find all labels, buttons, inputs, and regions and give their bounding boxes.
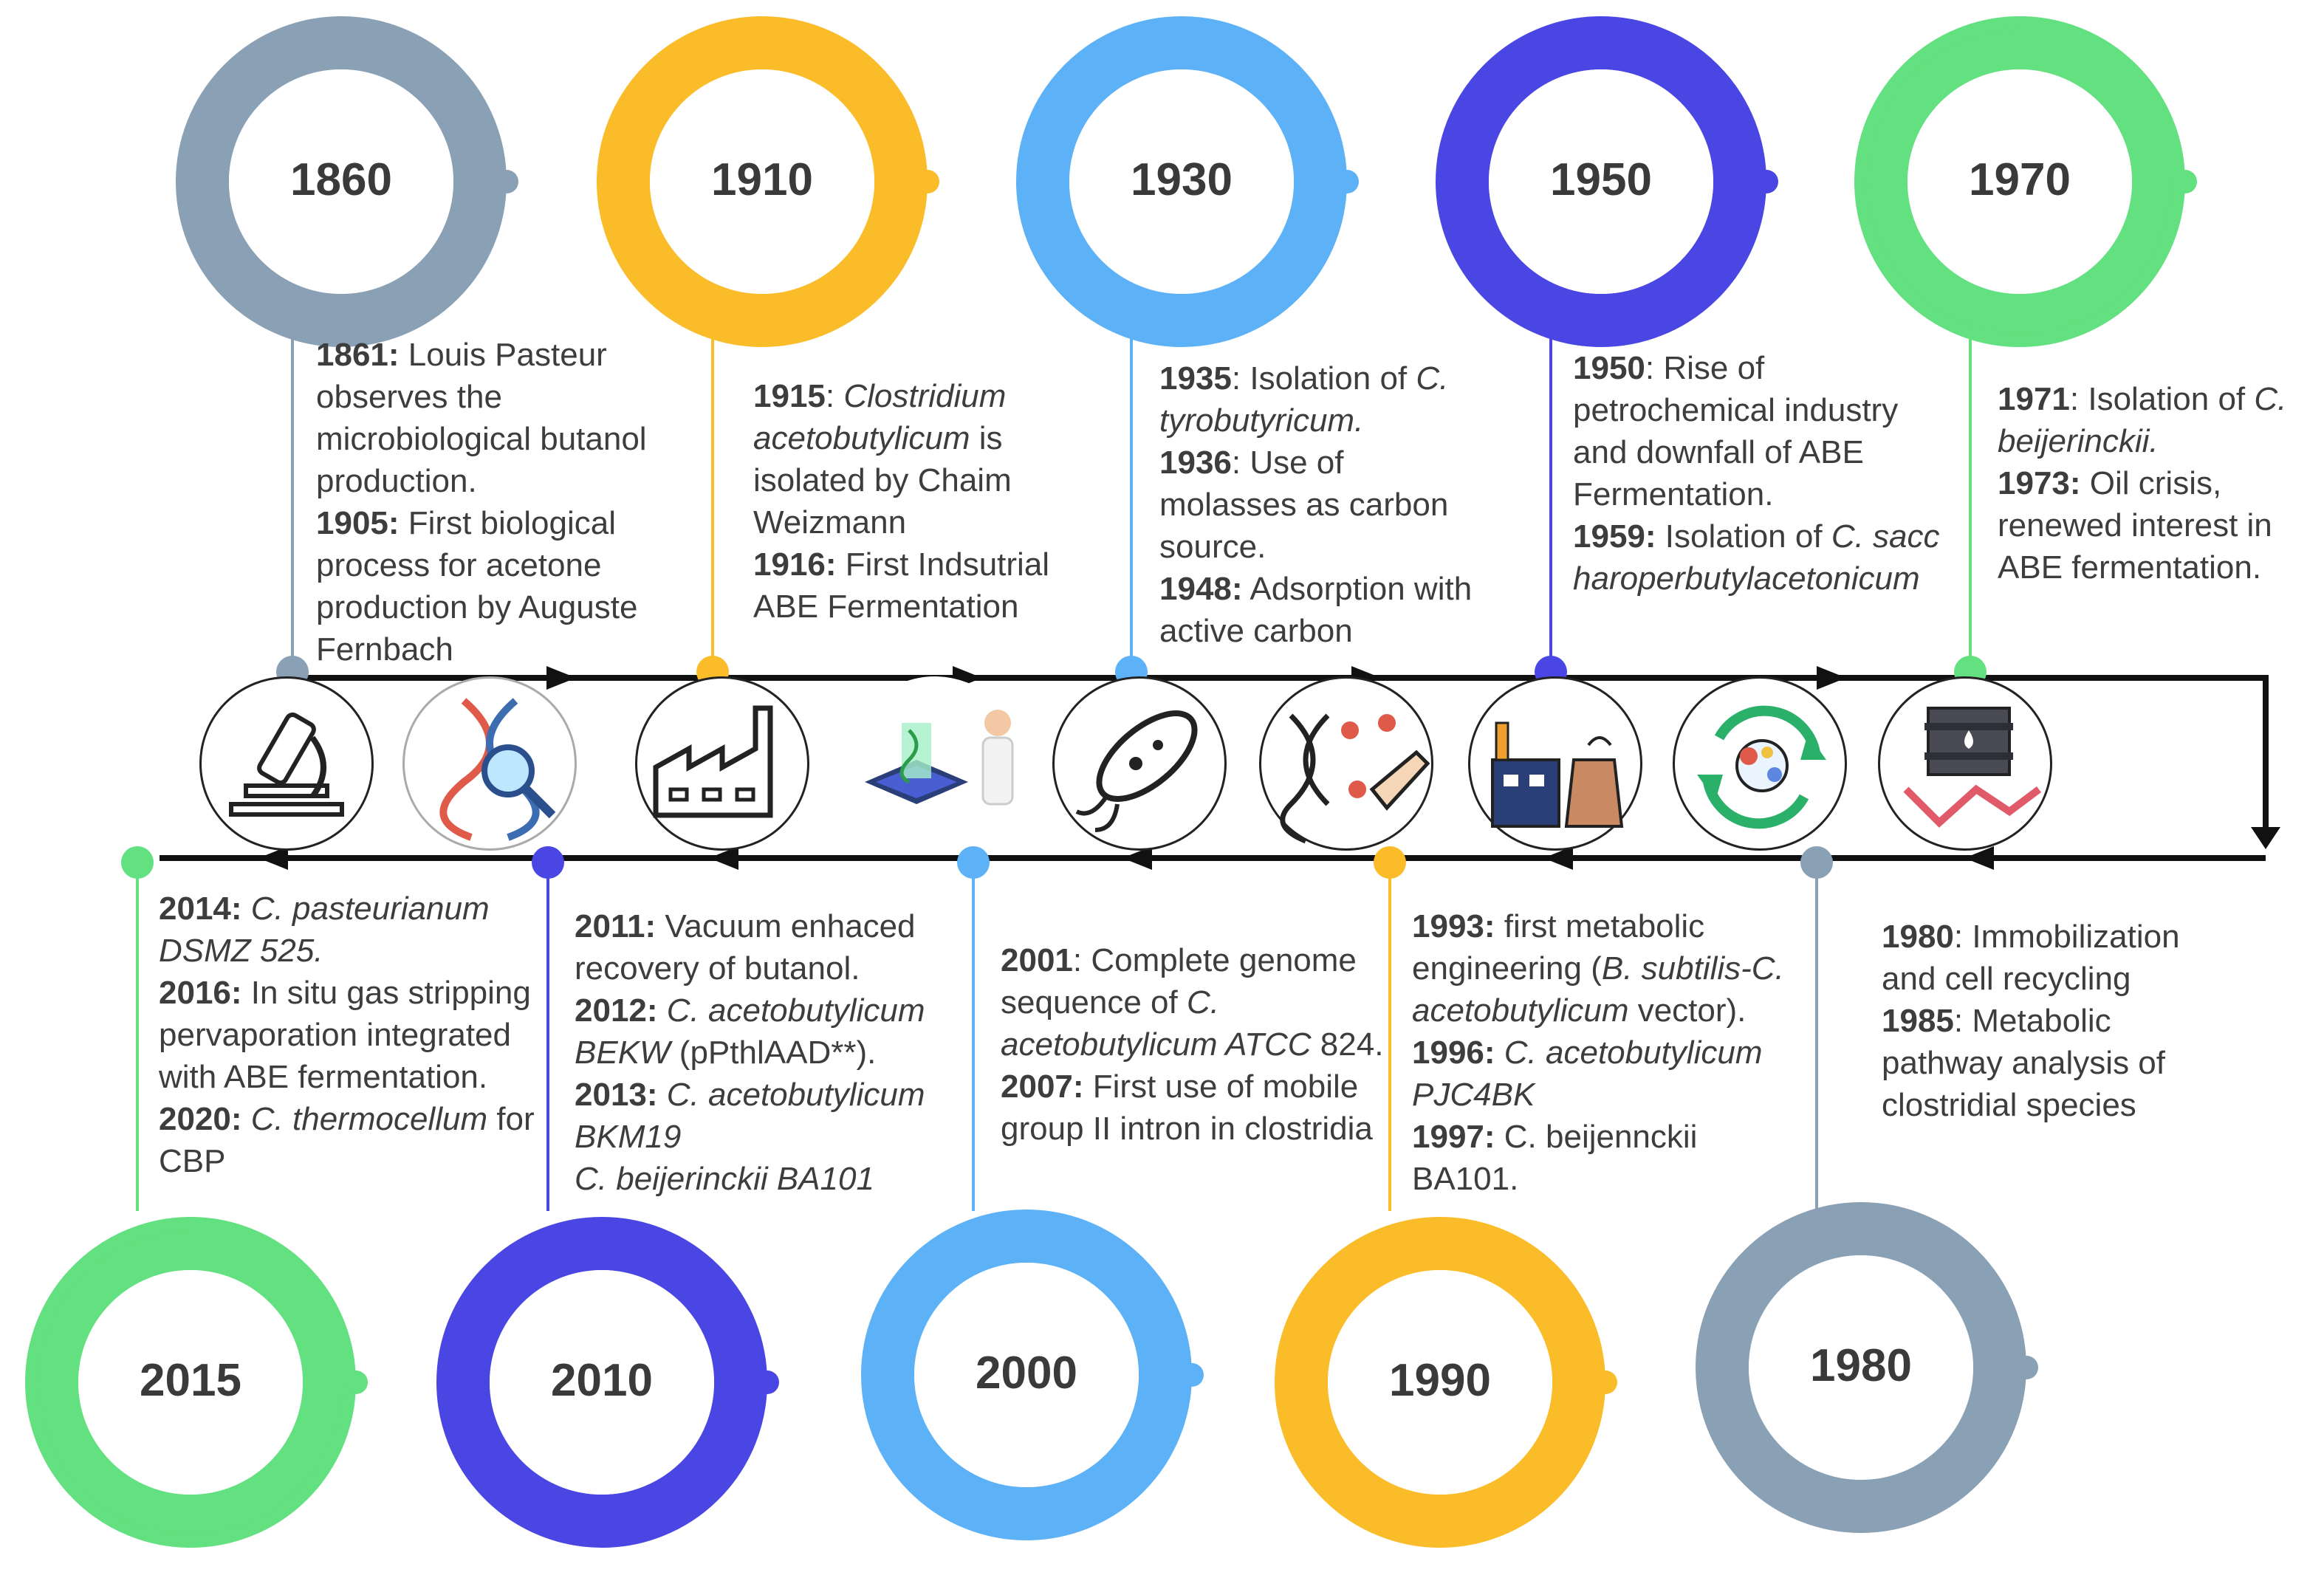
event-2011: 2011: Vacuum enhaced recovery of butanol… — [575, 908, 916, 987]
year-ring — [1436, 16, 1778, 347]
event-1959: 1959: Isolation of C. saccharoperbutylac… — [1573, 518, 1940, 597]
year-ring — [25, 1217, 368, 1548]
year-label: 1970 — [1969, 154, 2071, 205]
year-ring — [1854, 16, 2197, 347]
year-label: 1860 — [290, 154, 392, 205]
event-1935: 1935: Isolation of C. tyrobutyricum. — [1159, 360, 1449, 439]
year-node-1860: 1860 — [149, 0, 533, 374]
event-2013: 2013: C. acetobutylicum BKM19 C. beijerin… — [575, 1077, 925, 1197]
year-node-1930: 1930 — [990, 0, 1374, 374]
year-ring — [176, 16, 518, 347]
year-node-2015: 2015 — [0, 1190, 383, 1574]
refinery-icon — [1468, 676, 1642, 851]
year-label: 2010 — [551, 1355, 653, 1406]
event-2014: 2014: C. pasteurianum DSMZ 525. — [159, 891, 490, 969]
event-1980: 1980: Immobilization and cell recycling — [1882, 919, 2180, 997]
event-2001: 2001: Complete genome sequence of C. ace… — [1001, 942, 1384, 1063]
events-1930: 1935: Isolation of C. tyrobutyricum. 193… — [1159, 357, 1484, 652]
year-label: 1910 — [711, 154, 813, 205]
year-node-1980: 1980 — [1669, 1176, 2053, 1560]
year-node-1990: 1990 — [1248, 1190, 1632, 1574]
event-1985: 1985: Metabolic pathway analysis of clos… — [1882, 1003, 2165, 1123]
event-1916: 1916: First Indsutrial ABE Fermentation — [753, 546, 1050, 625]
year-label: 1990 — [1389, 1355, 1491, 1406]
events-1950: 1950: Rise of petrochemical industry and… — [1573, 347, 1942, 600]
year-node-2010: 2010 — [410, 1190, 794, 1574]
event-1950: 1950: Rise of petrochemical industry and… — [1573, 350, 1899, 512]
year-node-1910: 1910 — [570, 0, 954, 374]
event-1948: 1948: Adsorption with active carbon — [1159, 571, 1473, 649]
year-label: 1980 — [1810, 1340, 1912, 1391]
dna-search-icon — [402, 676, 577, 851]
event-1971: 1971: Isolation of C. beijerinckii. — [1998, 381, 2287, 459]
year-ring — [436, 1217, 779, 1548]
year-label: 1930 — [1131, 154, 1233, 205]
year-label: 2000 — [976, 1348, 1077, 1399]
year-label: 1950 — [1550, 154, 1652, 205]
year-ring — [1275, 1217, 1617, 1548]
event-2020: 2020: C. thermocellum for CBP — [159, 1101, 535, 1179]
event-2016: 2016: In situ gas stripping pervaporatio… — [159, 975, 531, 1095]
event-1905: 1905: First biological process for aceto… — [316, 505, 638, 668]
microscope-icon — [199, 676, 374, 851]
year-ring — [597, 16, 939, 347]
event-1973: 1973: Oil crisis, renewed interest in AB… — [1998, 465, 2272, 586]
molecule-cycle-icon — [1673, 676, 1847, 851]
events-2015: 2014: C. pasteurianum DSMZ 525. 2016: In… — [159, 888, 550, 1182]
year-node-1950: 1950 — [1409, 0, 1793, 374]
factory-icon — [635, 676, 809, 851]
events-1970: 1971: Isolation of C. beijerinckii. 1973… — [1998, 378, 2308, 589]
year-node-2000: 2000 — [834, 1183, 1218, 1567]
year-ring — [1016, 16, 1359, 347]
dna-pipette-icon — [1259, 676, 1433, 851]
year-label: 2015 — [140, 1355, 241, 1406]
events-1980: 1980: Immobilization and cell recycling … — [1882, 916, 2207, 1126]
year-ring — [1696, 1202, 2038, 1533]
oil-barrel-decline-icon — [1878, 676, 2052, 851]
year-ring — [861, 1210, 1204, 1540]
event-1936: 1936: Use of molasses as carbon source. — [1159, 445, 1449, 565]
event-2012: 2012: C. acetobutylicum BEKW (pPthlAAD**… — [575, 992, 925, 1071]
year-node-1970: 1970 — [1828, 0, 2212, 374]
events-1860: 1861: Louis Pasteur observes the microbi… — [316, 334, 700, 670]
event-2007: 2007: First use of mobile group II intro… — [1001, 1068, 1373, 1147]
event-1861: 1861: Louis Pasteur observes the microbi… — [316, 337, 647, 499]
event-1915: 1915: Clostridium acetobutylicum is isol… — [753, 378, 1012, 541]
events-1910: 1915: Clostridium acetobutylicum is isol… — [753, 375, 1100, 628]
lab-scientist-icon — [848, 676, 1022, 851]
bacteria-icon — [1052, 676, 1227, 851]
event-1996: 1996: C. acetobutylicum PJC4BK — [1412, 1035, 1763, 1113]
events-2000: 2001: Complete genome sequence of C. ace… — [1001, 939, 1399, 1150]
event-1997: 1997: C. beijennckii BA101. — [1412, 1119, 1698, 1197]
events-1990: 1993: first metabolic engineering (B. su… — [1412, 905, 1803, 1200]
event-1993: 1993: first metabolic engineering (B. su… — [1412, 908, 1784, 1029]
events-2010: 2011: Vacuum enhaced recovery of butanol… — [575, 905, 959, 1200]
